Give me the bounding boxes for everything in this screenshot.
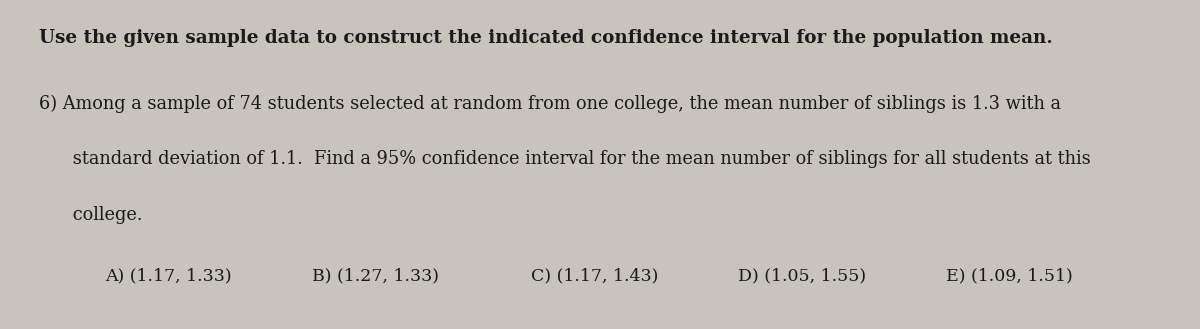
Text: standard deviation of 1.1.  Find a 95% confidence interval for the mean number o: standard deviation of 1.1. Find a 95% co… (38, 150, 1091, 168)
Text: Use the given sample data to construct the indicated confidence interval for the: Use the given sample data to construct t… (38, 29, 1052, 47)
Text: C) (1.17, 1.43): C) (1.17, 1.43) (530, 267, 659, 284)
Text: E) (1.09, 1.51): E) (1.09, 1.51) (946, 267, 1073, 284)
Text: A) (1.17, 1.33): A) (1.17, 1.33) (104, 267, 232, 284)
Text: college.: college. (38, 206, 143, 224)
Text: 6) Among a sample of 74 students selected at random from one college, the mean n: 6) Among a sample of 74 students selecte… (38, 95, 1061, 113)
Text: B) (1.27, 1.33): B) (1.27, 1.33) (312, 267, 439, 284)
Text: D) (1.05, 1.55): D) (1.05, 1.55) (738, 267, 866, 284)
